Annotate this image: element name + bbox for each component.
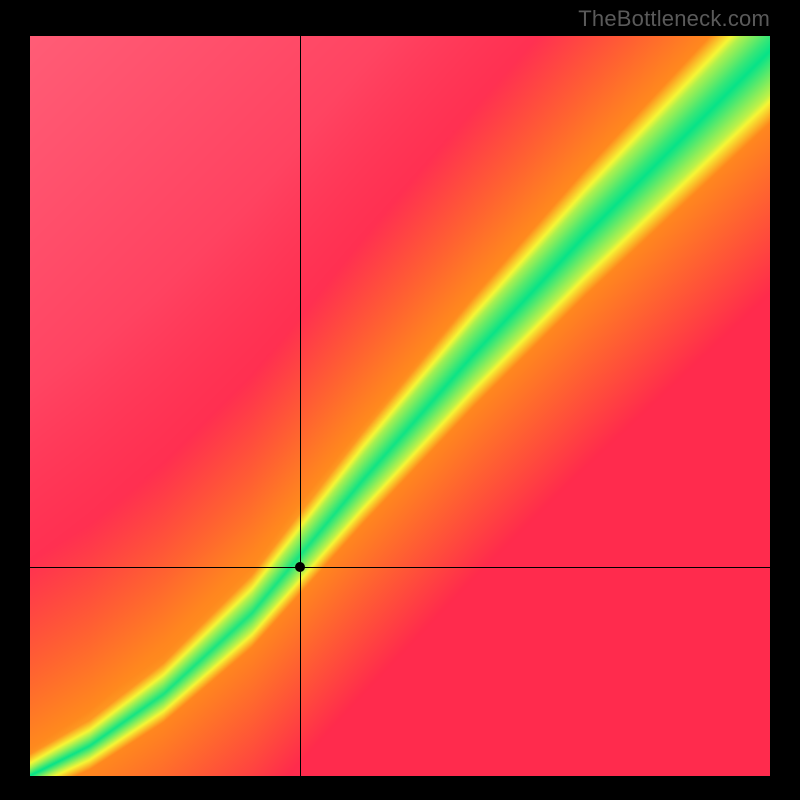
crosshair-vertical — [300, 36, 301, 776]
crosshair-horizontal — [30, 567, 770, 568]
watermark-text: TheBottleneck.com — [578, 6, 770, 32]
heatmap-canvas — [30, 36, 770, 776]
chart-frame: TheBottleneck.com — [0, 0, 800, 800]
plot-area — [30, 36, 770, 776]
marker-dot — [295, 562, 305, 572]
